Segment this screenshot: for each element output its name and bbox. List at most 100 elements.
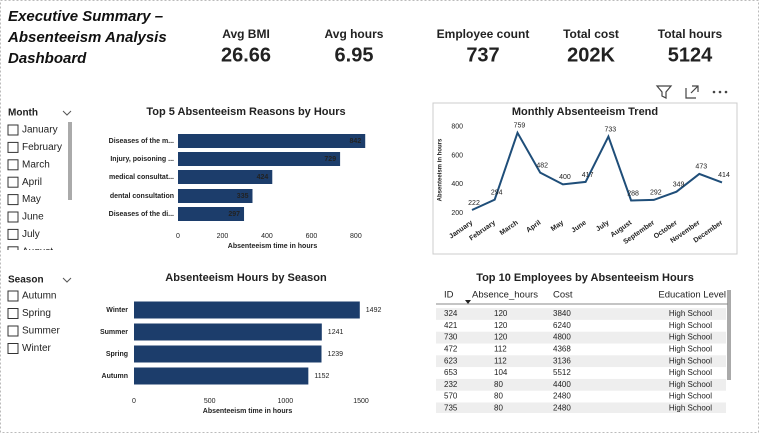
- kpi-label: Total hours: [658, 27, 723, 41]
- slicer-item[interactable]: Autumn: [22, 291, 56, 302]
- chart-title: Top 5 Absenteeism Reasons by Hours: [146, 106, 345, 118]
- kpi-value: 6.95: [335, 44, 374, 66]
- data-label: 288: [627, 190, 639, 197]
- bar: [178, 134, 366, 148]
- slicer-item[interactable]: Winter: [22, 343, 52, 354]
- row-band: [436, 308, 726, 320]
- table-cell: High School: [669, 392, 712, 401]
- chevron[interactable]: [62, 277, 72, 283]
- data-label: 729: [324, 156, 336, 163]
- table-body: 324 120 3840 High School 421 120 6240 High Scho…: [436, 308, 726, 413]
- filter-icon[interactable]: [655, 85, 673, 99]
- kpi-label: Avg hours: [325, 27, 384, 41]
- checkbox[interactable]: [7, 290, 19, 302]
- y-tick-label: 400: [451, 181, 463, 188]
- table-cell: 4800: [553, 333, 571, 342]
- y-axis-label: Absenteeism in hours: [438, 138, 444, 201]
- data-label: 482: [536, 162, 548, 169]
- checkbox[interactable]: [7, 308, 19, 319]
- y-tick-label: Summer: [100, 329, 128, 336]
- slicer-item[interactable]: August: [22, 246, 53, 257]
- x-tick-label: 200: [217, 233, 229, 240]
- kpi-label: Avg BMI: [222, 27, 270, 41]
- column-header[interactable]: ID: [444, 290, 454, 301]
- x-tick-label: March: [499, 219, 520, 237]
- table-cell: 623: [444, 356, 458, 365]
- y-tick-label: Injury, poisoning ...: [110, 156, 174, 163]
- table-cell: 3840: [553, 309, 571, 318]
- x-axis-label: Absenteeism time in hours: [203, 408, 293, 415]
- slicer-title: Month: [8, 108, 38, 119]
- table-cell: 2480: [553, 404, 571, 413]
- checkbox[interactable]: [7, 141, 19, 153]
- x-axis-label: Absenteeism time in hours: [228, 243, 318, 250]
- scrollbar[interactable]: [727, 290, 731, 380]
- slicer-item[interactable]: July: [22, 229, 40, 240]
- visual-toolbar[interactable]: [655, 85, 728, 99]
- table-cell: High School: [669, 345, 712, 354]
- chart-title: Monthly Absenteeism Trend: [512, 106, 658, 118]
- column-header[interactable]: Absence_hours: [472, 290, 538, 301]
- table-cell: 80: [494, 392, 503, 401]
- column-header[interactable]: Education Level: [658, 290, 726, 301]
- table-cell: 112: [494, 356, 507, 365]
- x-tick-label: May: [550, 219, 565, 233]
- checkbox[interactable]: [7, 228, 19, 240]
- table-cell: 5512: [553, 368, 571, 377]
- focus-icon[interactable]: [685, 85, 699, 99]
- bar: [134, 323, 322, 341]
- checkbox[interactable]: [7, 124, 19, 136]
- scrollbar[interactable]: [68, 122, 72, 200]
- table-cell: 2480: [553, 392, 571, 401]
- table-cell: 104: [494, 368, 508, 377]
- checkbox[interactable]: [7, 194, 19, 206]
- column-header[interactable]: Cost: [553, 290, 573, 301]
- table-cell: High School: [669, 380, 712, 389]
- kpi-label: Total cost: [563, 27, 619, 41]
- data-label: 292: [650, 190, 662, 197]
- more-icon[interactable]: [712, 90, 728, 94]
- slicer-item[interactable]: June: [22, 212, 44, 223]
- row-band: [436, 378, 726, 391]
- table-cell: 472: [444, 345, 458, 354]
- slicer-item[interactable]: February: [22, 142, 62, 153]
- line-panel: [432, 102, 738, 255]
- bar: [178, 189, 253, 203]
- checkbox[interactable]: [7, 211, 19, 223]
- data-label: 400: [559, 174, 571, 181]
- checkbox[interactable]: [7, 246, 19, 257]
- kpi-value: 5124: [668, 44, 713, 66]
- table-cell: 120: [494, 321, 508, 330]
- bar: [134, 367, 309, 385]
- slicer-item[interactable]: Summer: [22, 326, 60, 337]
- kpi-value: 202K: [567, 44, 615, 66]
- chevron[interactable]: [62, 110, 72, 116]
- slicer-item[interactable]: March: [22, 159, 50, 170]
- table-cell: 120: [494, 309, 508, 318]
- table-cell: High School: [669, 333, 712, 342]
- kpi-label: Employee count: [437, 27, 530, 41]
- data-label: 1241: [328, 329, 344, 336]
- table-cell: 735: [444, 404, 458, 413]
- checkbox[interactable]: [7, 159, 19, 171]
- table-cell: High School: [669, 309, 712, 318]
- slicer-item[interactable]: April: [22, 177, 42, 188]
- checkbox[interactable]: [7, 325, 19, 337]
- table-cell: 80: [494, 404, 503, 413]
- line: [471, 130, 723, 211]
- y-tick-label: Diseases of the di...: [109, 211, 174, 218]
- y-tick-label: dental consultation: [110, 193, 174, 200]
- checkbox[interactable]: [7, 176, 19, 188]
- checkbox[interactable]: [7, 343, 19, 354]
- slicer-item[interactable]: January: [22, 125, 58, 136]
- slicer-item[interactable]: May: [22, 194, 41, 205]
- slicer-item[interactable]: Spring: [22, 308, 51, 319]
- data-label: 473: [695, 164, 707, 171]
- data-label: 335: [237, 193, 249, 200]
- bar: [134, 345, 322, 363]
- y-tick-label: Spring: [106, 351, 128, 358]
- chart-title: Absenteeism Hours by Season: [165, 272, 327, 284]
- table-cell: 6240: [553, 321, 571, 330]
